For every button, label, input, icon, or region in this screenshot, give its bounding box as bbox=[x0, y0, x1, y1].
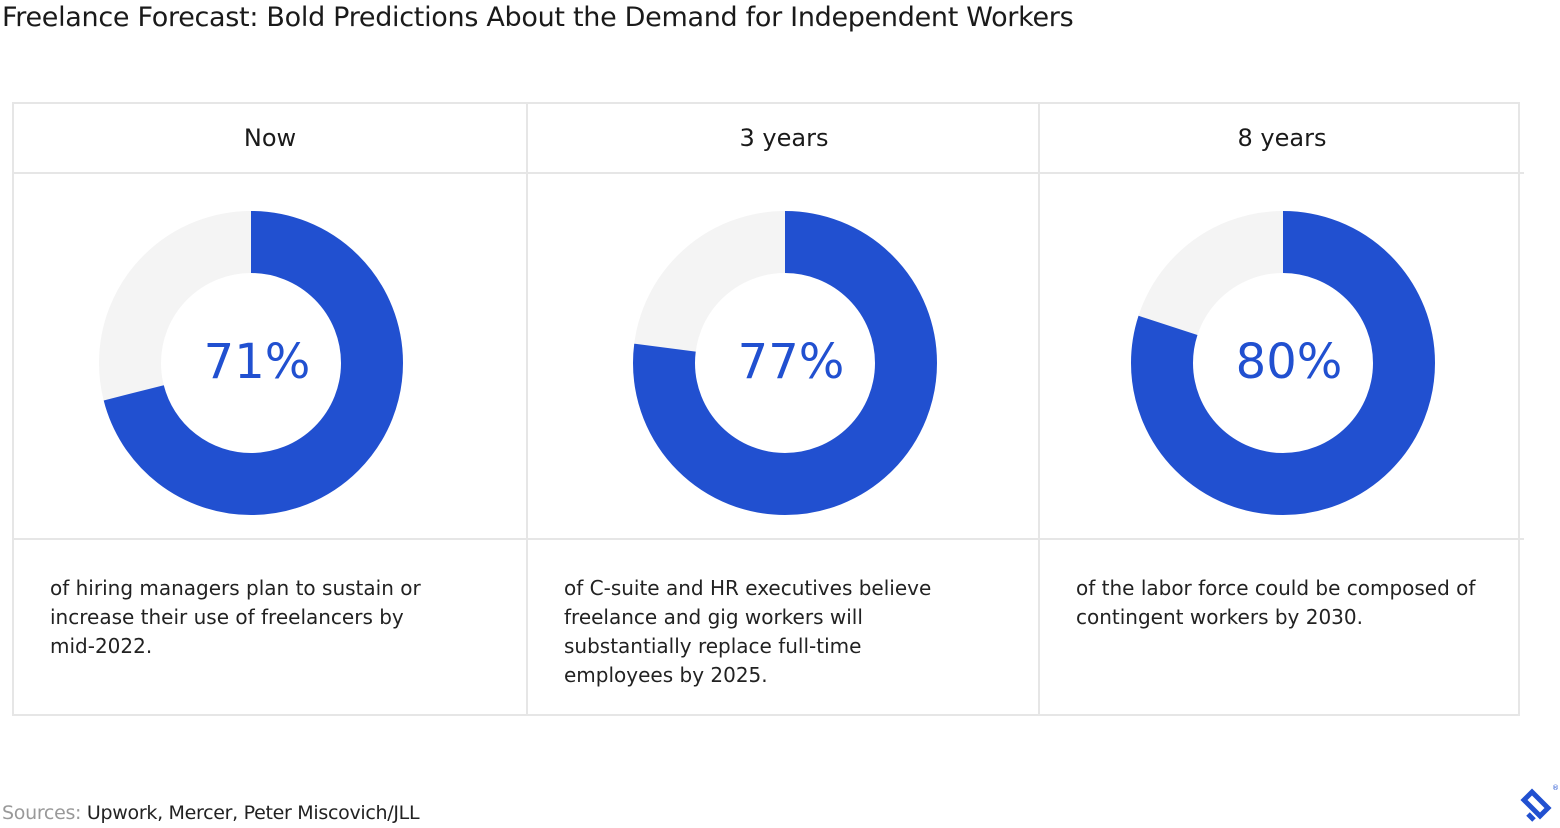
donut-chart: 71% bbox=[99, 211, 403, 515]
panel-title: 8 years bbox=[1040, 104, 1524, 174]
sources-label: Sources: bbox=[2, 802, 82, 824]
chart-area: 80% bbox=[1040, 174, 1524, 540]
logo-tail bbox=[1526, 812, 1536, 822]
logo: ® bbox=[1520, 784, 1558, 822]
chart-area: 71% bbox=[14, 174, 526, 540]
description: of hiring managers plan to sustain or in… bbox=[50, 576, 421, 658]
panel: 3 years 77% of C-suite and HR executives b… bbox=[526, 104, 1040, 714]
panel: Now 71% of hiring managers plan to sustain… bbox=[14, 104, 526, 714]
value-label: 80% bbox=[1236, 334, 1343, 390]
logo-mark bbox=[1520, 788, 1552, 820]
donut-chart: 80% bbox=[1131, 211, 1435, 515]
value-label: 77% bbox=[738, 334, 845, 390]
donut-segment bbox=[1131, 211, 1435, 515]
sources: Sources: Upwork, Mercer, Peter Miscovich… bbox=[2, 802, 420, 824]
panel-grid: Now 71% of hiring managers plan to sustain… bbox=[12, 102, 1524, 716]
panel-title: 3 years bbox=[528, 104, 1040, 174]
panel-title: Now bbox=[14, 104, 526, 174]
description: of C-suite and HR executives believe fre… bbox=[564, 576, 932, 687]
page-title: Freelance Forecast: Bold Predictions Abo… bbox=[2, 2, 1074, 33]
sources-text: Upwork, Mercer, Peter Miscovich/JLL bbox=[86, 802, 420, 824]
value-label: 71% bbox=[204, 334, 311, 390]
chart-area: 77% bbox=[528, 174, 1040, 540]
donut-segment bbox=[99, 211, 403, 515]
donut-segment bbox=[633, 211, 937, 515]
panel: 8 years 80% of the labor force could be co… bbox=[1038, 104, 1524, 714]
donut-chart: 77% bbox=[633, 211, 937, 515]
logo-registered: ® bbox=[1552, 784, 1558, 792]
description: of the labor force could be composed of … bbox=[1076, 576, 1476, 629]
